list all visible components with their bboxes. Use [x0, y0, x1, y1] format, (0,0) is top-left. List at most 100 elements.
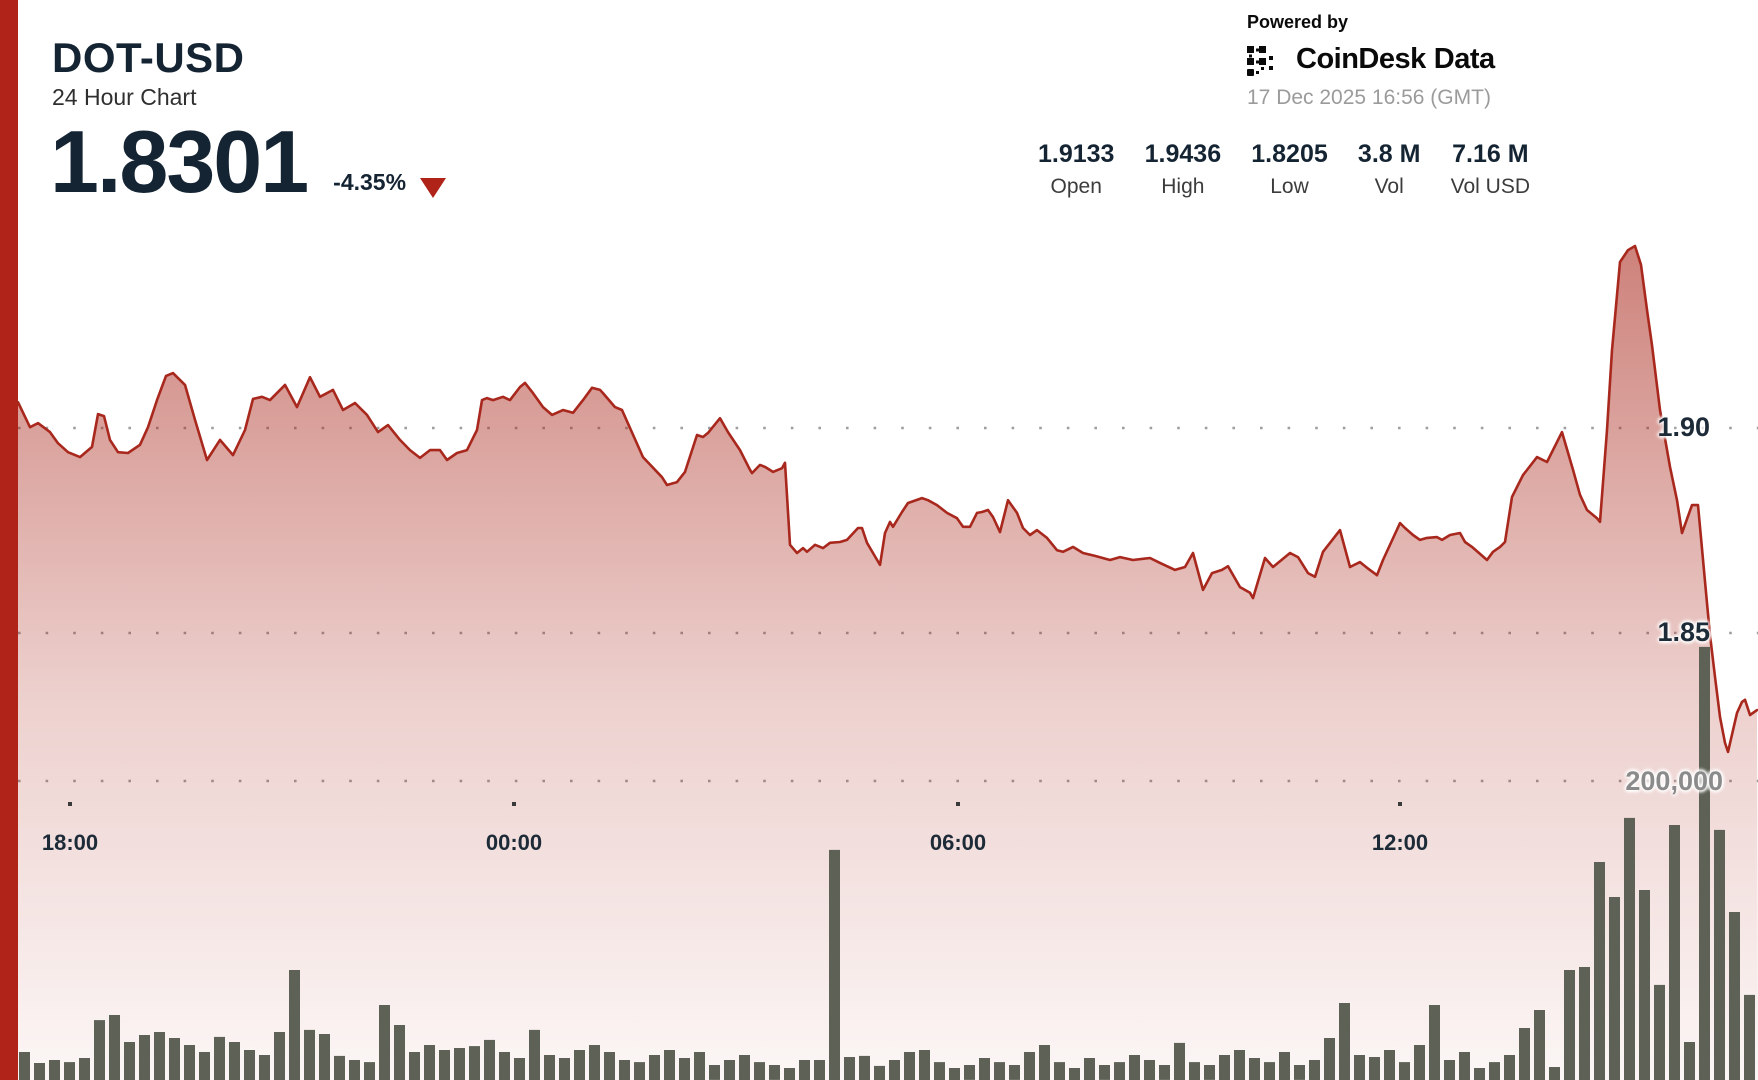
stat-vol-usd: 7.16 M Vol USD — [1451, 140, 1530, 199]
volume-bar — [934, 1062, 945, 1080]
x-axis-tick-marks — [68, 802, 1402, 806]
volume-bar — [1039, 1045, 1050, 1080]
volume-bar — [1729, 912, 1740, 1080]
volume-bar — [814, 1060, 825, 1080]
down-arrow-icon — [420, 178, 447, 198]
coindesk-brand-name: CoinDesk Data — [1296, 43, 1495, 76]
brand-part-2: Data — [1433, 43, 1495, 75]
volume-bar — [1594, 862, 1605, 1080]
volume-bar — [454, 1048, 465, 1080]
stat-open-label: Open — [1050, 175, 1102, 198]
volume-bar — [874, 1065, 885, 1080]
x-axis-label-1800: 18:00 — [41, 830, 99, 855]
volume-bar — [619, 1060, 630, 1080]
coindesk-brand-row[interactable]: CoinDesk Data — [1247, 43, 1537, 76]
volume-bar — [139, 1035, 150, 1080]
volume-bar — [274, 1032, 285, 1080]
volume-bar — [409, 1052, 420, 1080]
volume-bar — [184, 1045, 195, 1080]
volume-bar — [319, 1034, 330, 1080]
volume-bar — [469, 1046, 480, 1080]
volume-bar — [1204, 1065, 1215, 1080]
stats-row: 1.9133 Open 1.9436 High 1.8205 Low 3.8 M… — [1038, 140, 1530, 199]
volume-bar — [529, 1029, 540, 1080]
price-change-percent: -4.35% — [333, 169, 407, 195]
volume-bar — [1234, 1050, 1245, 1080]
volume-bar — [1429, 1005, 1440, 1080]
volume-axis-label: 200,000 — [1625, 766, 1723, 796]
volume-bar — [379, 1005, 390, 1080]
volume-bar — [949, 1068, 960, 1080]
volume-bar — [694, 1052, 705, 1080]
volume-bar — [1159, 1065, 1170, 1080]
volume-bar — [424, 1045, 435, 1080]
volume-bar — [1309, 1060, 1320, 1080]
volume-bar — [514, 1058, 525, 1080]
volume-bar — [244, 1050, 255, 1080]
powered-by-block: Powered by CoinDesk Data — [1247, 12, 1537, 110]
volume-bar — [304, 1029, 315, 1080]
powered-by-label: Powered by — [1247, 12, 1349, 32]
volume-bar — [844, 1057, 855, 1080]
volume-bar — [79, 1058, 90, 1080]
volume-bar — [364, 1062, 375, 1080]
volume-bar — [1714, 829, 1725, 1080]
volume-bar — [1669, 825, 1680, 1080]
volume-bar — [1339, 1003, 1350, 1080]
stat-open: 1.9133 Open — [1038, 140, 1114, 199]
stat-vol-value: 3.8 M — [1357, 140, 1421, 168]
volume-bar — [1054, 1062, 1065, 1080]
volume-bar — [439, 1050, 450, 1080]
volume-bar — [259, 1055, 270, 1080]
volume-bar — [829, 849, 840, 1080]
price-line — [16, 244, 1758, 754]
volume-bar — [1009, 1065, 1020, 1080]
volume-bar — [649, 1055, 660, 1080]
volume-bar — [1294, 1065, 1305, 1080]
volume-bar — [1129, 1055, 1140, 1080]
volume-bar — [34, 1063, 45, 1080]
volume-bar — [1519, 1028, 1530, 1080]
volume-bar — [544, 1055, 555, 1080]
stat-low: 1.8205 Low — [1251, 140, 1327, 199]
volume-bar — [1099, 1065, 1110, 1080]
volume-bar — [154, 1032, 165, 1080]
volume-bar — [1369, 1057, 1380, 1080]
volume-bar — [709, 1065, 720, 1080]
volume-bar — [1459, 1052, 1470, 1080]
volume-bar — [214, 1036, 225, 1080]
volume-bar — [559, 1058, 570, 1080]
header: DOT-USD 24 Hour Chart — [52, 35, 245, 111]
volume-bar — [229, 1042, 240, 1080]
volume-bar — [289, 970, 300, 1080]
volume-bar — [1489, 1062, 1500, 1080]
volume-bar — [1639, 890, 1650, 1080]
coindesk-logo-icon — [1247, 45, 1273, 76]
price-row: 1.8301 -4.35% — [50, 118, 447, 206]
volume-bar — [1684, 1042, 1695, 1080]
volume-bar — [1624, 817, 1635, 1080]
x-axis-tick — [68, 802, 72, 806]
volume-bar — [1084, 1058, 1095, 1080]
volume-bar — [1264, 1062, 1275, 1080]
volume-bar — [724, 1060, 735, 1080]
stat-vol-label: Vol — [1374, 175, 1404, 198]
price-area-fill — [18, 246, 1758, 1080]
volume-bar — [994, 1062, 1005, 1080]
volume-bar — [499, 1052, 510, 1080]
volume-bar — [1279, 1052, 1290, 1080]
stat-low-label: Low — [1270, 175, 1309, 198]
chart-subtitle: 24 Hour Chart — [52, 84, 197, 111]
volume-bar — [799, 1060, 810, 1080]
volume-bar — [394, 1025, 405, 1080]
stat-high-value: 1.9436 — [1144, 140, 1222, 168]
volume-bar — [109, 1015, 120, 1080]
volume-bar — [94, 1020, 105, 1080]
stat-open-value: 1.9133 — [1038, 140, 1115, 168]
volume-bar — [1114, 1062, 1125, 1080]
volume-bar — [19, 1052, 30, 1080]
x-axis-tick — [956, 802, 960, 806]
volume-bar — [1249, 1058, 1260, 1080]
y-axis-label-190: 1.90 — [1657, 412, 1710, 442]
